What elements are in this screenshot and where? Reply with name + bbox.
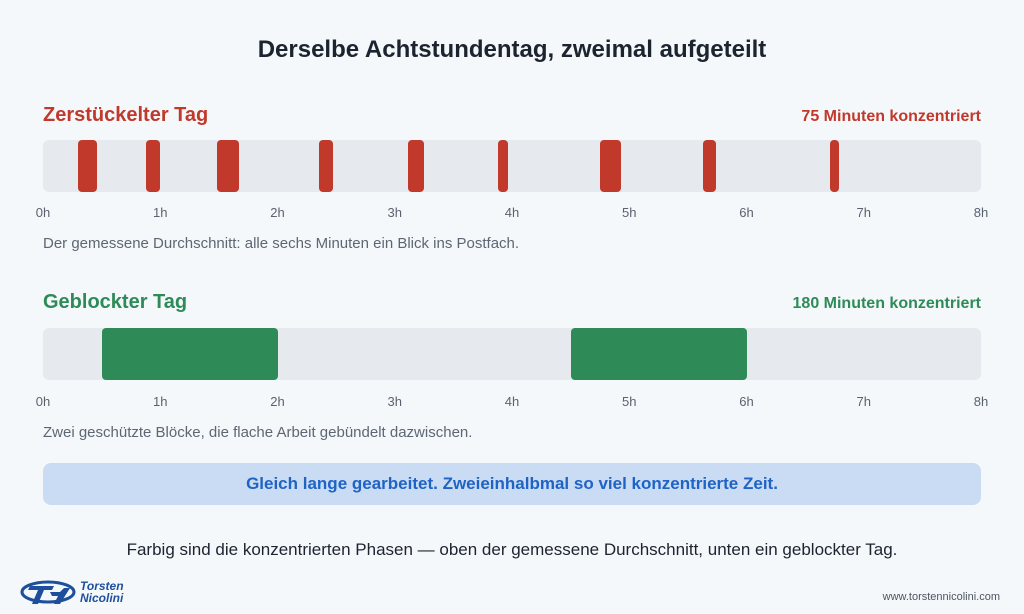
panel-title-blocked: Geblockter Tag: [43, 291, 188, 313]
footer-note: Farbig sind die konzentrierten Phasen — …: [126, 540, 898, 559]
caption-blocked: Zwei geschützte Blöcke, die flache Arbei…: [43, 424, 473, 441]
focus-segment: [101, 328, 278, 380]
x-tick-label: 5h: [622, 205, 637, 220]
timeline-track-blocked: [43, 328, 981, 380]
x-axis-ticks-fragmented: 0h 1h 2h 3h 4h 5h 6h 7h 8h: [36, 205, 988, 223]
focus-segment: [407, 140, 425, 192]
x-axis-ticks-blocked: 0h 1h 2h 3h 4h 5h 6h 7h 8h: [36, 394, 988, 412]
x-tick-label: 6h: [739, 205, 754, 220]
x-tick-label: 4h: [504, 394, 520, 409]
x-tick-label: 8h: [973, 205, 989, 220]
timeline-track-fragmented: [43, 140, 981, 192]
x-tick-label: 7h: [856, 205, 871, 220]
x-tick-label: 6h: [739, 394, 754, 409]
focus-segment: [829, 140, 840, 192]
focus-segment: [78, 140, 97, 192]
website-url: www.torstennicolini.com: [882, 591, 1000, 603]
focus-segment: [599, 140, 622, 192]
x-tick-label: 3h: [387, 394, 402, 409]
page-title: Derselbe Achtstundentag, zweimal aufgete…: [257, 36, 767, 63]
focus-segment: [216, 140, 239, 192]
logo-line-2: Nicolini: [80, 591, 124, 605]
panel-title-fragmented: Zerstückelter Tag: [43, 104, 209, 126]
x-tick-label: 2h: [270, 394, 285, 409]
focus-segment: [318, 140, 333, 192]
x-tick-label: 4h: [504, 205, 520, 220]
x-tick-label: 0h: [35, 205, 51, 220]
x-tick-label: 7h: [856, 394, 871, 409]
x-tick-label: 1h: [153, 394, 168, 409]
logo-line-1: Torsten: [80, 579, 124, 593]
x-tick-label: 3h: [387, 205, 402, 220]
focus-segment: [146, 140, 161, 192]
panel-stat-fragmented: 75 Minuten konzentriert: [801, 108, 981, 125]
x-tick-label: 1h: [153, 205, 168, 220]
focus-segment: [497, 140, 509, 192]
summary-banner: Gleich lange gearbeitet. Zweieinhalbmal …: [43, 463, 981, 505]
focus-segment: [703, 140, 716, 192]
x-tick-label: 8h: [973, 394, 989, 409]
x-tick-label: 2h: [270, 205, 285, 220]
x-tick-label: 5h: [622, 394, 637, 409]
x-tick-label: 0h: [35, 394, 51, 409]
logo-icon: [20, 580, 76, 604]
caption-fragmented: Der gemessene Durchschnitt: alle sechs M…: [43, 235, 520, 252]
focus-segment: [570, 328, 747, 380]
logo-wordmark: Torsten Nicolini: [80, 580, 124, 604]
panel-stat-blocked: 180 Minuten konzentriert: [792, 295, 981, 312]
